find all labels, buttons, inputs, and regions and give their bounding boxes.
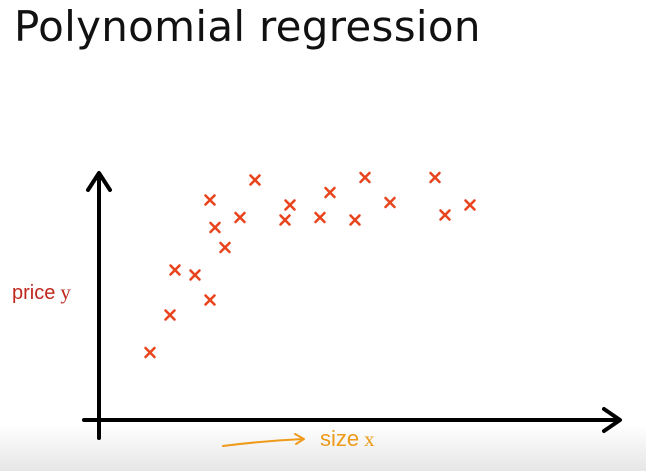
data-point [324, 186, 336, 199]
x-axis-label-var: x [364, 427, 375, 451]
y-axis [86, 171, 112, 440]
data-point [189, 269, 201, 281]
data-point [209, 221, 221, 234]
data-point [164, 309, 176, 321]
data-point [169, 264, 181, 276]
data-point [219, 241, 231, 254]
data-point [314, 211, 326, 224]
data-points [144, 171, 476, 359]
x-axis-arrowhead [602, 407, 622, 433]
x-axis [82, 407, 622, 433]
data-point [279, 214, 291, 226]
data-point [204, 294, 216, 306]
data-point [384, 196, 396, 209]
data-point [204, 194, 216, 206]
y-axis-label-var: y [60, 280, 71, 304]
y-axis-label: price y [12, 280, 71, 305]
x-axis-label: size x [320, 426, 375, 452]
data-point [144, 346, 156, 359]
slide-title: Polynomial regression [14, 2, 481, 51]
x-axis-label-word: size [320, 426, 360, 451]
data-point [429, 171, 441, 184]
data-point [284, 199, 296, 211]
data-point [439, 209, 451, 221]
y-axis-label-word: price [12, 282, 56, 304]
data-point [349, 214, 361, 226]
data-point [234, 211, 246, 224]
x-direction-arrow-icon [222, 433, 305, 447]
data-point [464, 199, 476, 211]
y-axis-arrowhead [86, 171, 112, 192]
data-point [359, 171, 371, 184]
data-point [249, 174, 261, 186]
